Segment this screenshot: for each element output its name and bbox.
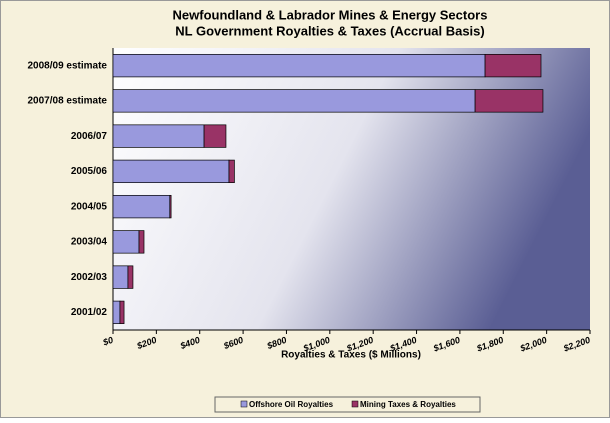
- y-tick-label: 2003/04: [71, 237, 108, 248]
- bar-segment: [112, 159, 230, 184]
- x-axis-title: Royalties & Taxes ($ Millions): [281, 350, 421, 361]
- bar-segment: [484, 53, 542, 78]
- bar-segment: [228, 159, 235, 184]
- bar-segment: [112, 124, 205, 148]
- y-tick-label: 2002/03: [71, 272, 108, 283]
- bar-segment: [203, 124, 227, 148]
- legend-swatch: [351, 400, 359, 408]
- bar-segment: [112, 300, 121, 325]
- bar-segment: [112, 53, 486, 78]
- y-tick-label: 2008/09 estimate: [27, 60, 107, 71]
- y-tick-label: 2005/06: [71, 166, 108, 177]
- legend-label: Offshore Oil Royalties: [249, 400, 334, 409]
- bar-segment: [119, 300, 125, 325]
- bar-segment: [169, 194, 172, 219]
- y-tick-label: 2007/08 estimate: [27, 96, 107, 107]
- bar-segment: [112, 89, 476, 113]
- bar-segment: [112, 194, 171, 219]
- bar-segment: [127, 265, 134, 289]
- legend: [214, 396, 481, 413]
- x-tick-label: $0: [101, 335, 115, 348]
- chart-title: Newfoundland & Labrador Mines & Energy S…: [173, 7, 488, 22]
- y-tick-label: 2006/07: [71, 131, 108, 142]
- y-tick-label: 2004/05: [71, 201, 108, 212]
- bar-segment: [112, 265, 129, 289]
- y-tick-label: 2001/02: [71, 307, 108, 318]
- bar-segment: [138, 230, 145, 254]
- bar-segment: [112, 230, 140, 254]
- chart-subtitle: NL Government Royalties & Taxes (Accrual…: [175, 23, 484, 38]
- legend-swatch: [240, 400, 248, 408]
- bar-segment: [474, 89, 544, 113]
- legend-label: Mining Taxes & Royalties: [360, 400, 456, 409]
